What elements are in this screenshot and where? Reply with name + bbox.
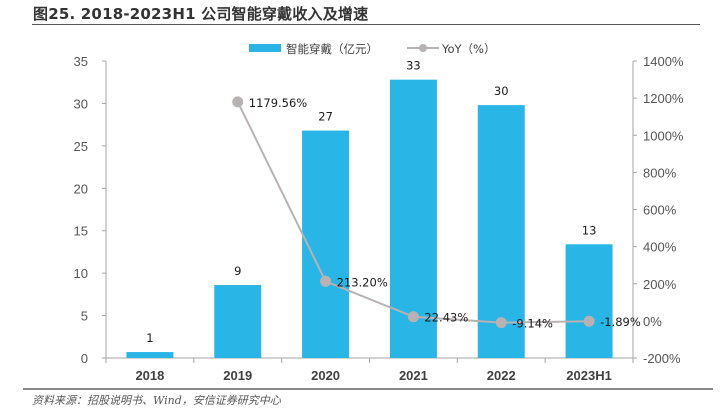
bar-value-label: 13 <box>582 223 597 237</box>
bar-2020 <box>302 130 350 358</box>
bar-value-label: 30 <box>494 84 509 98</box>
left-tick-label: 10 <box>74 266 88 281</box>
data-labels: 1 9 27 33 30 13 1179.56% 213.20% 22.43% -9.14% -1.… <box>146 59 641 345</box>
bar-value-label: 33 <box>406 59 421 73</box>
x-category-label: 2022 <box>487 368 516 383</box>
left-tick-label: 5 <box>81 309 88 324</box>
right-tick-label: -200% <box>643 351 681 366</box>
right-tick-label: 200% <box>643 277 677 292</box>
right-tick-label: 600% <box>643 203 677 218</box>
yoy-marker-2019 <box>232 96 244 108</box>
x-category-label: 2020 <box>311 368 340 383</box>
right-tick-label: 1200% <box>643 91 684 106</box>
axes: 0 5 10 15 20 25 30 35 -200% 0% 200% 400% 600% 800% 100… <box>74 54 684 383</box>
yoy-value-label: 1179.56% <box>249 96 308 110</box>
right-tick-label: 0% <box>643 314 662 329</box>
legend-bar-swatch <box>249 44 281 52</box>
title-divider <box>32 24 700 25</box>
legend-line-label: YoY（%） <box>441 42 496 56</box>
right-tick-label: 800% <box>643 165 677 180</box>
figure-title: 图25. 2018-2023H1 公司智能穿戴收入及增速 <box>33 5 369 23</box>
yoy-marker-2021 <box>407 311 419 323</box>
right-tick-label: 1400% <box>643 54 684 69</box>
left-tick-label: 0 <box>81 351 88 366</box>
yoy-value-label: 213.20% <box>337 275 388 289</box>
legend-line-marker <box>419 44 427 52</box>
left-tick-label: 35 <box>74 54 88 69</box>
left-tick-label: 25 <box>74 139 88 154</box>
bar-2023H1 <box>565 244 613 358</box>
yoy-value-label: -9.14% <box>512 317 553 331</box>
x-category-label: 2018 <box>135 368 164 383</box>
x-category-label: 2021 <box>399 368 428 383</box>
left-tick-label: 20 <box>74 181 88 196</box>
right-tick-label: 1000% <box>643 128 684 143</box>
x-category-label: 2023H1 <box>566 368 612 383</box>
bar-value-label: 1 <box>146 331 153 345</box>
yoy-value-label: 22.43% <box>424 311 468 325</box>
yoy-value-label: -1.89% <box>600 315 641 329</box>
yoy-marker-2020 <box>320 275 332 287</box>
yoy-marker-2023H1 <box>583 315 595 327</box>
source-note: 资料来源：招股说明书、Wind，安信证券研究中心 <box>32 394 281 407</box>
x-category-label: 2019 <box>223 368 252 383</box>
bar-2018 <box>126 352 174 358</box>
bar-2022 <box>477 105 525 358</box>
bar-2019 <box>214 285 262 358</box>
yoy-marker-2022 <box>495 317 507 329</box>
bar-value-label: 27 <box>318 110 333 124</box>
line-series <box>232 96 595 329</box>
left-tick-label: 15 <box>74 224 88 239</box>
bar-series <box>126 79 613 358</box>
right-tick-label: 400% <box>643 240 677 255</box>
legend-bar-label: 智能穿戴（亿元） <box>286 42 378 56</box>
left-tick-label: 30 <box>74 96 88 111</box>
legend: 智能穿戴（亿元） YoY（%） <box>249 42 496 56</box>
source-divider <box>23 388 713 390</box>
bar-value-label: 9 <box>234 264 241 278</box>
